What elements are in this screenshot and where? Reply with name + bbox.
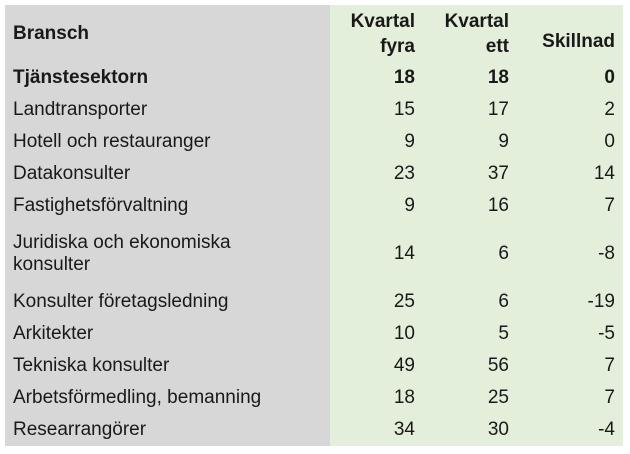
cell-skillnad: -8 bbox=[517, 222, 623, 286]
row-label: Landtransporter bbox=[5, 94, 330, 126]
table-row-fastighetsforvaltning: Fastighetsförvaltning 9 16 7 bbox=[5, 190, 623, 222]
row-label-text: Juridiska och ekonomiska konsulter bbox=[13, 232, 231, 275]
header-kvartal-fyra-line1: Kvartal bbox=[350, 10, 415, 32]
row-label-text: Datakonsulter bbox=[13, 163, 131, 184]
table-row-konsulter-foretagsledning: Konsulter företagsledning 25 6 -19 bbox=[5, 286, 623, 318]
cell-skillnad: 2 bbox=[517, 94, 623, 126]
table-row-hotell-och-restauranger: Hotell och restauranger 9 9 0 bbox=[5, 126, 623, 158]
table-row-landtransporter: Landtransporter 15 17 2 bbox=[5, 94, 623, 126]
cell-skillnad: -5 bbox=[517, 318, 623, 350]
cell-kvartal-ett: 25 bbox=[423, 382, 517, 414]
row-label: Arkitekter bbox=[5, 318, 330, 350]
cell-kvartal-ett: 5 bbox=[423, 318, 517, 350]
row-label: Tekniska konsulter bbox=[5, 350, 330, 382]
header-bransch-label: Bransch bbox=[13, 22, 90, 44]
table-header-row: Bransch Kvartal fyra Kvartal ett Skillna… bbox=[5, 5, 623, 62]
table-row-datakonsulter: Datakonsulter 23 37 14 bbox=[5, 158, 623, 190]
cell-kvartal-fyra: 14 bbox=[330, 222, 423, 286]
table-row-researrangorer: Researrangörer 34 30 -4 bbox=[5, 414, 623, 446]
cell-kvartal-ett: 9 bbox=[423, 126, 517, 158]
cell-kvartal-ett: 56 bbox=[423, 350, 517, 382]
row-label: Researrangörer bbox=[5, 414, 330, 446]
row-label-text: Tjänstesektorn bbox=[13, 67, 149, 88]
cell-skillnad: -19 bbox=[517, 286, 623, 318]
cell-skillnad: -4 bbox=[517, 414, 623, 446]
cell-kvartal-ett: 37 bbox=[423, 158, 517, 190]
cell-kvartal-fyra: 49 bbox=[330, 350, 423, 382]
header-kvartal-ett: Kvartal ett bbox=[423, 5, 517, 62]
row-label: Datakonsulter bbox=[5, 158, 330, 190]
cell-kvartal-fyra: 15 bbox=[330, 94, 423, 126]
row-label-text: Researrangörer bbox=[13, 419, 147, 440]
header-kvartal-fyra-line2: fyra bbox=[380, 35, 415, 57]
cell-kvartal-ett: 17 bbox=[423, 94, 517, 126]
row-label: Tjänstesektorn bbox=[5, 62, 330, 94]
cell-skillnad: 7 bbox=[517, 350, 623, 382]
cell-kvartal-fyra: 10 bbox=[330, 318, 423, 350]
cell-kvartal-fyra: 9 bbox=[330, 190, 423, 222]
cell-skillnad: 7 bbox=[517, 190, 623, 222]
table-row-tjanstesektorn: Tjänstesektorn 18 18 0 bbox=[5, 62, 623, 94]
header-kvartal-fyra: Kvartal fyra bbox=[330, 5, 423, 62]
cell-skillnad: 0 bbox=[517, 126, 623, 158]
row-label-text: Fastighetsförvaltning bbox=[13, 195, 189, 216]
header-kvartal-ett-line1: Kvartal bbox=[444, 10, 509, 32]
cell-kvartal-ett: 18 bbox=[423, 62, 517, 94]
cell-kvartal-fyra: 18 bbox=[330, 62, 423, 94]
row-label-text: Tekniska konsulter bbox=[13, 355, 170, 376]
table-row-arbetsformedling-bemanning: Arbetsförmedling, bemanning 18 25 7 bbox=[5, 382, 623, 414]
header-kvartal-ett-line2: ett bbox=[485, 35, 509, 57]
row-label: Juridiska och ekonomiska konsulter bbox=[5, 222, 330, 286]
cell-skillnad: 0 bbox=[517, 62, 623, 94]
row-label-text: Konsulter företagsledning bbox=[13, 291, 229, 312]
bransch-table: Bransch Kvartal fyra Kvartal ett Skillna… bbox=[5, 5, 623, 446]
cell-kvartal-fyra: 34 bbox=[330, 414, 423, 446]
table-row-juridiska-och-ekonomiska-konsulter: Juridiska och ekonomiska konsulter 14 6 … bbox=[5, 222, 623, 286]
row-label-text: Arkitekter bbox=[13, 323, 94, 344]
header-skillnad: Skillnad bbox=[517, 5, 623, 62]
cell-kvartal-fyra: 23 bbox=[330, 158, 423, 190]
row-label: Hotell och restauranger bbox=[5, 126, 330, 158]
row-label-text: Landtransporter bbox=[13, 99, 148, 120]
row-label: Arbetsförmedling, bemanning bbox=[5, 382, 330, 414]
cell-kvartal-ett: 30 bbox=[423, 414, 517, 446]
cell-kvartal-fyra: 18 bbox=[330, 382, 423, 414]
row-label: Fastighetsförvaltning bbox=[5, 190, 330, 222]
row-label: Konsulter företagsledning bbox=[5, 286, 330, 318]
cell-kvartal-ett: 6 bbox=[423, 286, 517, 318]
row-label-text: Arbetsförmedling, bemanning bbox=[13, 387, 262, 408]
cell-kvartal-ett: 16 bbox=[423, 190, 517, 222]
cell-skillnad: 14 bbox=[517, 158, 623, 190]
header-skillnad-label: Skillnad bbox=[542, 31, 615, 52]
cell-kvartal-fyra: 25 bbox=[330, 286, 423, 318]
cell-kvartal-ett: 6 bbox=[423, 222, 517, 286]
header-bransch: Bransch bbox=[5, 5, 330, 62]
cell-skillnad: 7 bbox=[517, 382, 623, 414]
table-row-arkitekter: Arkitekter 10 5 -5 bbox=[5, 318, 623, 350]
table-row-tekniska-konsulter: Tekniska konsulter 49 56 7 bbox=[5, 350, 623, 382]
row-label-text: Hotell och restauranger bbox=[13, 131, 211, 152]
cell-kvartal-fyra: 9 bbox=[330, 126, 423, 158]
